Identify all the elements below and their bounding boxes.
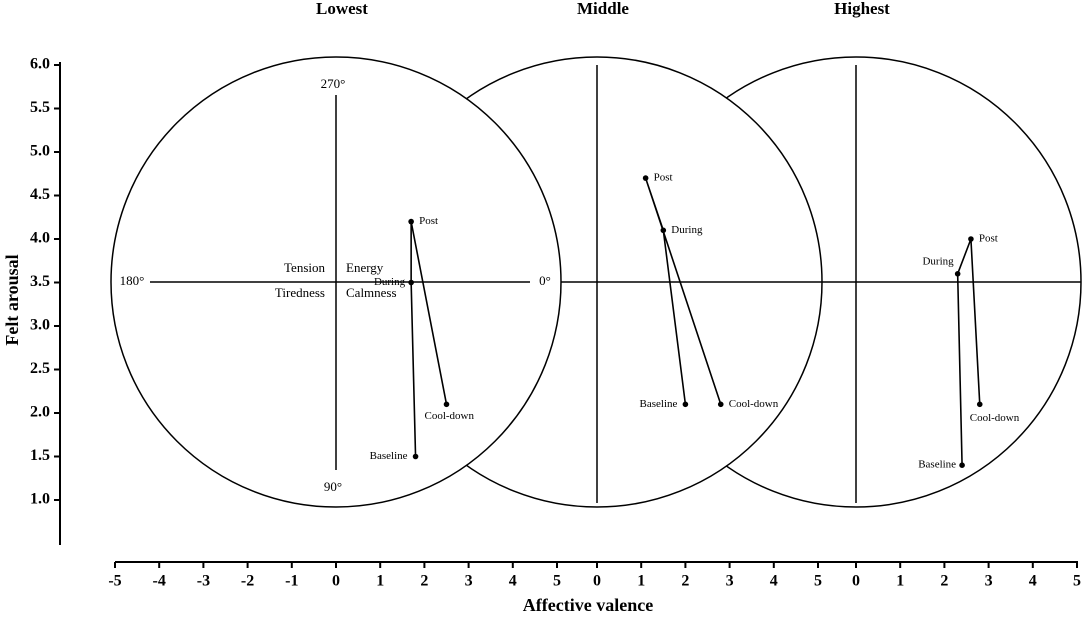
x-tick-label: 5 (814, 573, 822, 590)
annotation: Calmness (346, 285, 397, 300)
point (968, 236, 974, 242)
y-tick-label: 1.5 (30, 447, 50, 464)
point (660, 227, 667, 234)
point (443, 401, 450, 408)
x-tick-label: -4 (153, 573, 166, 590)
annotation: 90° (324, 479, 342, 494)
x-tick-label: 1 (376, 573, 384, 590)
series-line (410, 221, 448, 457)
point-label: Baseline (918, 459, 956, 471)
point-label: Cool-down (729, 398, 779, 410)
point (717, 401, 724, 408)
x-tick-label: 2 (681, 573, 689, 590)
x-tick-label: 0 (852, 573, 860, 590)
y-tick-label: 5.5 (30, 99, 50, 116)
y-tick-label: 2.5 (30, 360, 50, 377)
x-tick-label: -3 (197, 573, 210, 590)
y-tick-label: 4.0 (30, 230, 50, 247)
x-tick-label: -1 (285, 573, 298, 590)
x-tick-label: 1 (637, 573, 645, 590)
annotation: 270° (321, 76, 346, 91)
point-label: Post (979, 233, 998, 245)
point (682, 401, 689, 408)
point-label: Baseline (640, 398, 678, 410)
point-label: Baseline (370, 450, 408, 462)
x-tick-label: 2 (940, 573, 948, 590)
point (412, 453, 419, 460)
point (954, 271, 961, 277)
x-axis-title: Affective valence (523, 595, 653, 615)
point-label: Cool-down (970, 412, 1020, 424)
x-tick-label: -2 (241, 573, 254, 590)
y-tick-label: 4.5 (30, 186, 50, 203)
annotation: Tension (284, 260, 325, 275)
point (408, 279, 414, 286)
x-tick-label: 3 (726, 573, 734, 590)
series-line (644, 177, 722, 405)
series-line (956, 238, 981, 466)
x-tick-label: 3 (985, 573, 993, 590)
x-tick-label: 3 (465, 573, 473, 590)
point (642, 175, 649, 181)
y-tick-label: 5.0 (30, 143, 50, 160)
x-tick-label: 1 (896, 573, 904, 590)
point-label: Post (419, 215, 438, 227)
y-tick-label: 1.0 (30, 491, 50, 508)
point (408, 218, 414, 225)
point-label: During (374, 276, 406, 288)
point-label: During (671, 224, 703, 236)
annotation: Tiredness (275, 285, 325, 300)
point-label: During (922, 255, 954, 267)
x-tick-label: -5 (108, 573, 121, 590)
panel-title: Middle (577, 0, 629, 18)
y-tick-label: 3.0 (30, 317, 50, 334)
y-tick-label: 2.0 (30, 404, 50, 421)
x-tick-label: 5 (1073, 573, 1081, 590)
point (959, 462, 965, 469)
annotation: 180° (120, 273, 145, 288)
x-tick-label: 0 (593, 573, 601, 590)
x-tick-label: 0 (332, 573, 340, 590)
panel-title: Highest (834, 0, 890, 18)
point (976, 401, 983, 408)
x-tick-label: 4 (770, 573, 778, 590)
panel-title: Lowest (316, 0, 368, 18)
y-tick-label: 6.0 (30, 56, 50, 73)
point-label: Post (654, 172, 673, 184)
annotation: Energy (346, 260, 384, 275)
x-tick-label: 4 (1029, 573, 1037, 590)
y-tick-label: 3.5 (30, 273, 50, 290)
x-tick-label: 2 (420, 573, 428, 590)
annotation: 0° (539, 273, 551, 288)
y-axis-title: Felt arousal (2, 254, 22, 345)
point-label: Cool-down (425, 410, 475, 422)
x-tick-label: 5 (553, 573, 561, 590)
x-tick-label: 4 (509, 573, 517, 590)
